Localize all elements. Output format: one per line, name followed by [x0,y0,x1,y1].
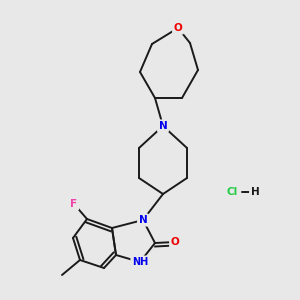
Text: O: O [174,23,182,33]
Text: N: N [139,215,147,225]
Text: F: F [70,199,78,209]
Text: O: O [171,237,179,247]
Text: H: H [250,187,260,197]
Text: N: N [159,121,167,131]
Text: NH: NH [132,257,148,267]
Text: Cl: Cl [226,187,238,197]
